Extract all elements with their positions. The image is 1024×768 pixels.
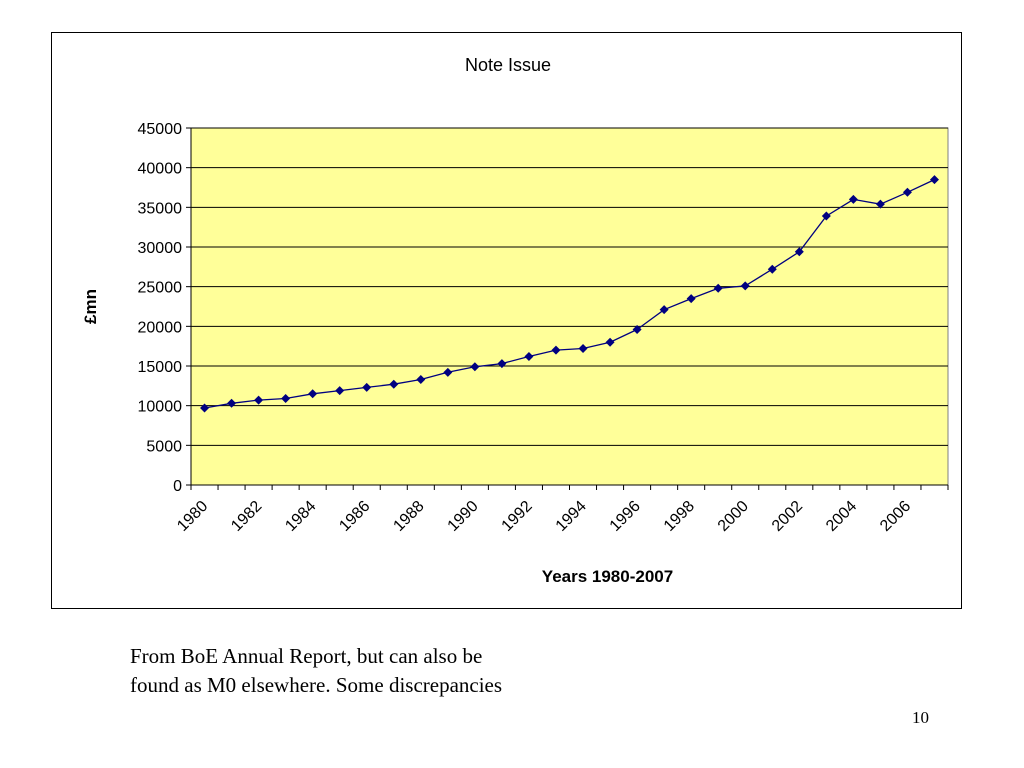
y-tick-label: 25000 [138, 280, 183, 297]
data-point-marker [605, 337, 615, 347]
data-point-marker [524, 351, 534, 361]
data-point-marker [740, 281, 750, 291]
x-tick-label: 2004 [823, 498, 860, 535]
data-point-marker [416, 374, 426, 384]
x-tick-label: 1994 [553, 498, 590, 535]
data-point-marker [362, 382, 372, 392]
x-tick-label: 1990 [445, 498, 482, 535]
data-point-marker [713, 283, 723, 293]
y-tick-label: 40000 [138, 161, 183, 178]
data-point-marker [497, 359, 507, 369]
chart-container: Note Issue 0 5000 10000 15000 20000 25000 3000… [51, 32, 962, 609]
x-tick-label: 1988 [390, 498, 427, 535]
y-axis-ticks: 0 5000 10000 15000 20000 25000 30000 35000 40000… [138, 121, 191, 495]
data-point-marker [470, 362, 480, 372]
data-point-marker [686, 294, 696, 304]
x-tick-label: 2006 [877, 498, 914, 535]
x-tick-label: 1998 [661, 498, 698, 535]
series-line [204, 179, 935, 409]
y-tick-label: 5000 [146, 438, 182, 455]
data-point-marker [227, 398, 237, 408]
caption-line: found as M0 elsewhere. Some discrepancie… [130, 673, 503, 697]
data-point-marker [929, 175, 939, 185]
line-chart: Note Issue 0 5000 10000 15000 20000 25000 3000… [81, 55, 949, 586]
slide-caption: From BoE Annual Report, but can also be … [130, 642, 650, 700]
y-tick-label: 0 [173, 478, 182, 495]
y-tick-label: 30000 [138, 240, 183, 257]
gridlines [191, 127, 948, 446]
x-tick-label: 2002 [769, 498, 806, 535]
data-point-marker [389, 379, 399, 389]
data-point-marker [200, 403, 210, 413]
y-tick-label: 35000 [138, 200, 183, 217]
page-number: 10 [912, 708, 929, 727]
data-point-marker [794, 247, 804, 257]
data-point-marker [848, 194, 858, 204]
data-point-marker [335, 386, 345, 396]
x-axis-ticks: 1980 1982 1984 1986 1988 1990 1992 1994 1996 1998… [174, 485, 949, 535]
y-tick-label: 20000 [138, 319, 183, 336]
data-point-marker [767, 264, 777, 274]
data-point-marker [659, 305, 669, 315]
data-point-marker [821, 211, 831, 221]
y-tick-label: 45000 [138, 121, 183, 138]
caption-line: From BoE Annual Report, but can also be [130, 644, 483, 668]
data-point-marker [281, 394, 291, 404]
x-tick-label: 1984 [282, 498, 319, 535]
x-axis-title: Years 1980-2007 [542, 567, 673, 586]
x-tick-label: 1982 [228, 498, 265, 535]
data-point-marker [902, 187, 912, 197]
data-point-marker [578, 344, 588, 354]
data-point-marker [875, 199, 885, 209]
chart-title: Note Issue [465, 55, 551, 75]
y-axis-title: £mn [81, 289, 100, 324]
data-point-marker [443, 367, 453, 377]
x-tick-label: 1992 [499, 498, 536, 535]
y-tick-label: 15000 [138, 359, 183, 376]
data-point-marker [254, 395, 264, 405]
x-tick-label: 1996 [607, 498, 644, 535]
x-tick-label: 1986 [336, 498, 373, 535]
plot-area [190, 127, 949, 486]
data-point-marker [632, 325, 642, 335]
series-note-issue [200, 175, 939, 413]
y-tick-label: 10000 [138, 399, 183, 416]
x-tick-label: 2000 [715, 498, 752, 535]
data-point-marker [551, 345, 561, 355]
x-tick-label: 1980 [174, 498, 211, 535]
data-point-marker [308, 389, 318, 399]
